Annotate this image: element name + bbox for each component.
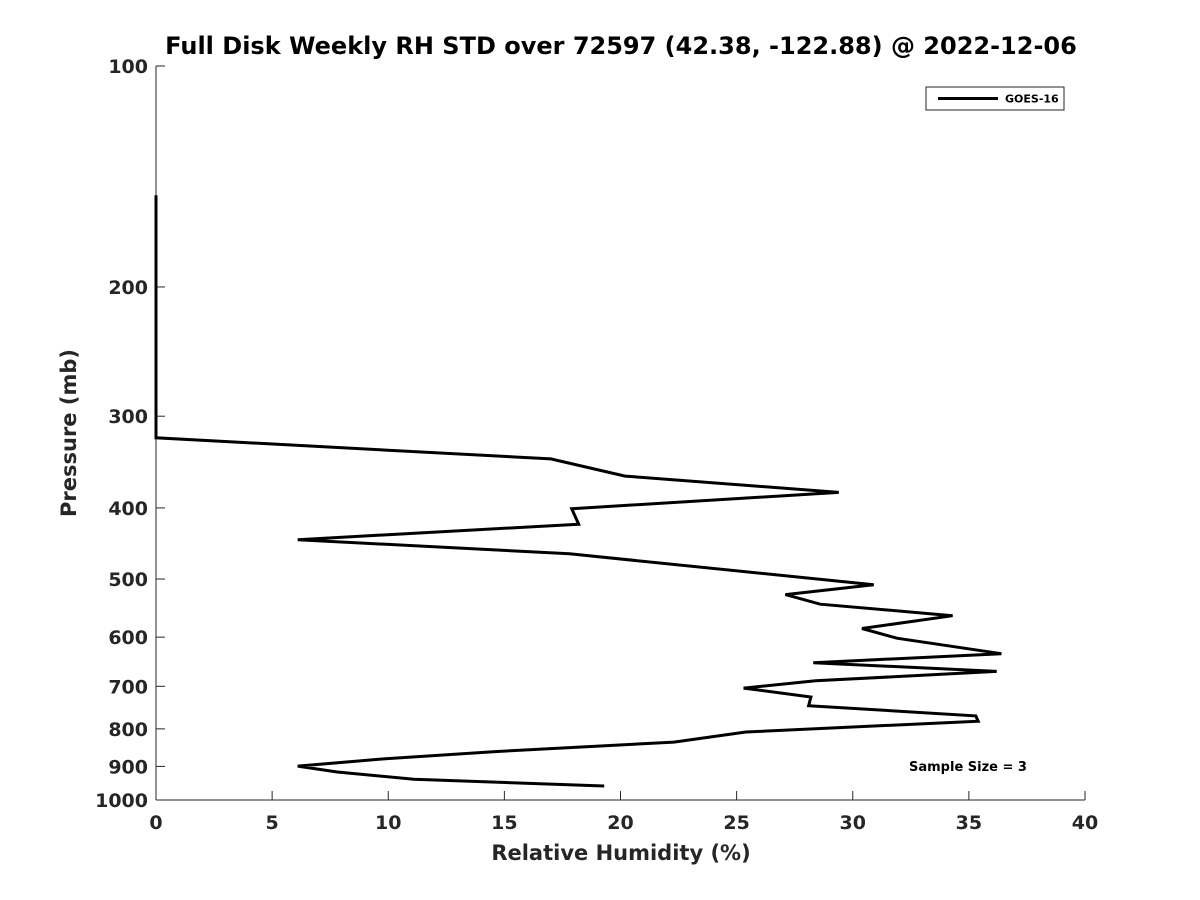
x-axis-label: Relative Humidity (%)	[491, 841, 750, 865]
legend-label-goes-16: GOES-16	[1005, 93, 1059, 106]
y-tick-label: 400	[108, 498, 148, 520]
x-tick-label: 40	[1072, 812, 1098, 834]
x-axis-ticks: 0 5 10 15 20 25 30 35 40	[149, 791, 1098, 834]
series-line-goes-16	[154, 195, 1002, 788]
y-tick-label: 100	[108, 56, 148, 78]
x-tick-label: 0	[149, 812, 162, 834]
y-axis-ticks: 100 200 300 400 500 600 700 800 900 1000	[95, 56, 165, 812]
x-tick-label: 30	[840, 812, 866, 834]
y-tick-label: 600	[108, 627, 148, 649]
x-tick-label: 25	[723, 812, 749, 834]
y-tick-label: 200	[108, 277, 148, 299]
x-tick-label: 35	[956, 812, 982, 834]
x-tick-label: 10	[375, 812, 401, 834]
sample-size-annotation: Sample Size = 3	[909, 760, 1027, 775]
y-tick-label: 500	[108, 569, 148, 591]
y-tick-label: 800	[108, 719, 148, 741]
y-tick-label: 1000	[95, 790, 148, 812]
x-tick-label: 5	[266, 812, 279, 834]
series-layer	[154, 195, 1002, 788]
x-tick-label: 20	[607, 812, 633, 834]
chart-title: Full Disk Weekly RH STD over 72597 (42.3…	[165, 32, 1077, 60]
y-tick-label: 700	[108, 676, 148, 698]
plot-area	[155, 66, 1085, 801]
legend: GOES-16	[925, 86, 1065, 111]
y-tick-label: 300	[108, 406, 148, 428]
y-axis-label: Pressure (mb)	[57, 349, 81, 517]
y-tick-label: 900	[108, 756, 148, 778]
x-tick-label: 15	[491, 812, 517, 834]
